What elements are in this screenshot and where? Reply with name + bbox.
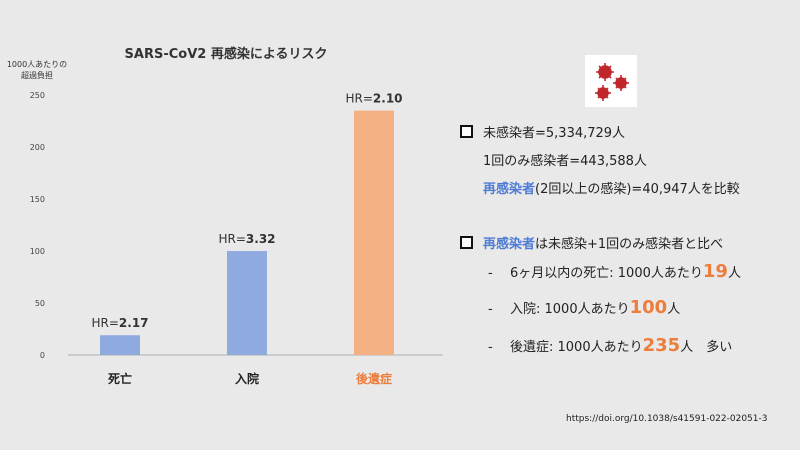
y-axis-label-line2: 超過負担 xyxy=(21,70,53,80)
y-axis-label-line1: 1000人あたりの xyxy=(7,60,67,69)
hr-label: HR=2.17 xyxy=(91,316,148,330)
bullet-long-covid: - 後遺症: 1000人あたり235人 多い xyxy=(488,335,733,356)
square-bullet-icon xyxy=(460,236,473,249)
bar xyxy=(354,110,394,355)
bullet-death: -6ヶ月以内の死亡: 1000人あたり19人 xyxy=(488,261,741,282)
bullet-hospitalization: - 入院: 1000人あたり100人 xyxy=(488,297,681,318)
bar xyxy=(100,335,140,355)
hr-label: HR=2.10 xyxy=(345,92,402,106)
square-bullet-icon xyxy=(460,125,473,138)
category-label: 死亡 xyxy=(108,371,132,386)
category-label: 後遺症 xyxy=(356,371,392,386)
y-tick-label: 250 xyxy=(30,91,45,100)
bar-chart: SARS-CoV2 再感染によるリスク 1000人あたりの 超過負担 0 50 10… xyxy=(7,46,443,386)
info-line-single-infection: 1回のみ感染者=443,588人 xyxy=(483,154,647,169)
y-tick-label: 0 xyxy=(40,351,45,360)
category-label: 入院 xyxy=(235,371,259,386)
info-line-comparison: 再感染者は未感染+1回のみ感染者と比べ xyxy=(460,233,723,252)
doi-reference[interactable]: https://doi.org/10.1038/s41591-022-02051… xyxy=(566,414,768,424)
hr-label: HR=3.32 xyxy=(218,232,275,246)
info-line-uninfected: 未感染者=5,334,729人 xyxy=(460,122,625,141)
virus-icon xyxy=(585,55,637,107)
y-tick-label: 150 xyxy=(30,195,45,204)
y-tick-label: 200 xyxy=(30,143,45,152)
y-tick-label: 50 xyxy=(35,299,45,308)
bar xyxy=(227,251,267,355)
chart-title: SARS-CoV2 再感染によるリスク xyxy=(125,46,328,62)
info-line-reinfection: 再感染者(2回以上の感染)=40,947人を比較 xyxy=(483,182,740,197)
y-tick-label: 100 xyxy=(30,247,45,256)
